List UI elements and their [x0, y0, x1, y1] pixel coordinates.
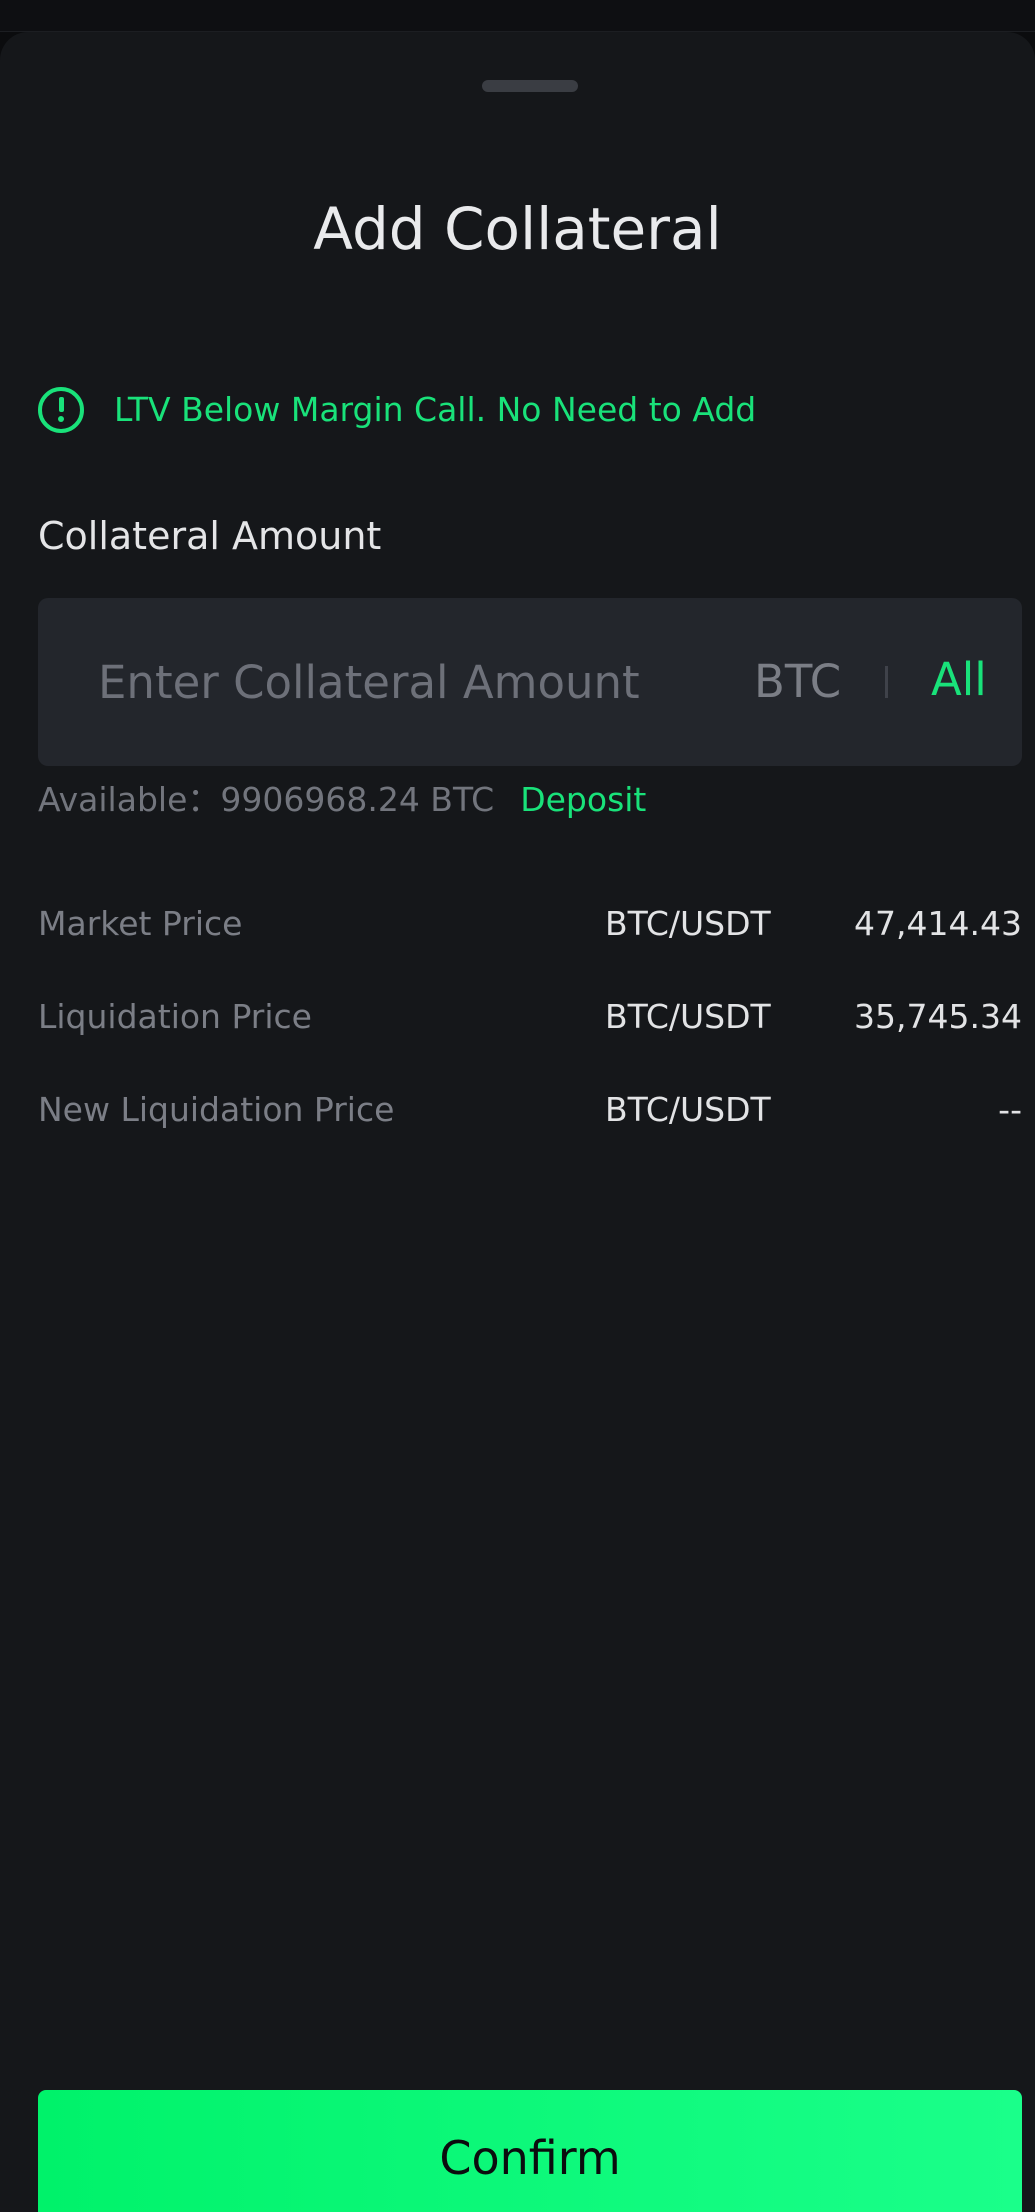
available-balance: Available：9906968.24 BTC [38, 780, 495, 819]
info-value: 47,414.43 [854, 904, 1022, 943]
collateral-unit: BTC [754, 655, 842, 708]
info-row-market-price: Market Price BTC/USDT 47,414.43 [38, 900, 1022, 948]
info-value: 35,745.34 [854, 997, 1022, 1036]
bottom-sheet: Add Collateral LTV Below Margin Call. No… [0, 32, 1035, 2212]
deposit-link[interactable]: Deposit [520, 780, 647, 819]
info-label: New Liquidation Price [38, 1090, 395, 1129]
sheet-title: Add Collateral [313, 195, 722, 263]
exclamation-circle-icon [38, 387, 84, 433]
background-app-strip [0, 0, 1035, 32]
info-pair: BTC/USDT [605, 904, 771, 943]
ltv-notice: LTV Below Margin Call. No Need to Add [38, 386, 756, 434]
drag-handle[interactable] [482, 80, 578, 92]
info-row-liquidation-price: Liquidation Price BTC/USDT 35,745.34 [38, 993, 1022, 1041]
available-row: Available：9906968.24 BTC Deposit [38, 778, 646, 822]
collateral-amount-box: BTC All [38, 598, 1022, 766]
info-label: Market Price [38, 904, 243, 943]
info-pair: BTC/USDT [605, 1090, 771, 1129]
ltv-notice-text: LTV Below Margin Call. No Need to Add [114, 390, 757, 429]
all-button[interactable]: All [931, 650, 987, 710]
info-row-new-liquidation-price: New Liquidation Price BTC/USDT -- [38, 1086, 1022, 1134]
info-label: Liquidation Price [38, 997, 312, 1036]
input-divider [885, 666, 888, 698]
info-pair: BTC/USDT [605, 997, 771, 1036]
info-value: -- [998, 1090, 1022, 1129]
confirm-button[interactable]: Confirm [38, 2090, 1022, 2212]
collateral-amount-label: Collateral Amount [38, 514, 382, 558]
collateral-amount-input[interactable] [98, 642, 718, 722]
